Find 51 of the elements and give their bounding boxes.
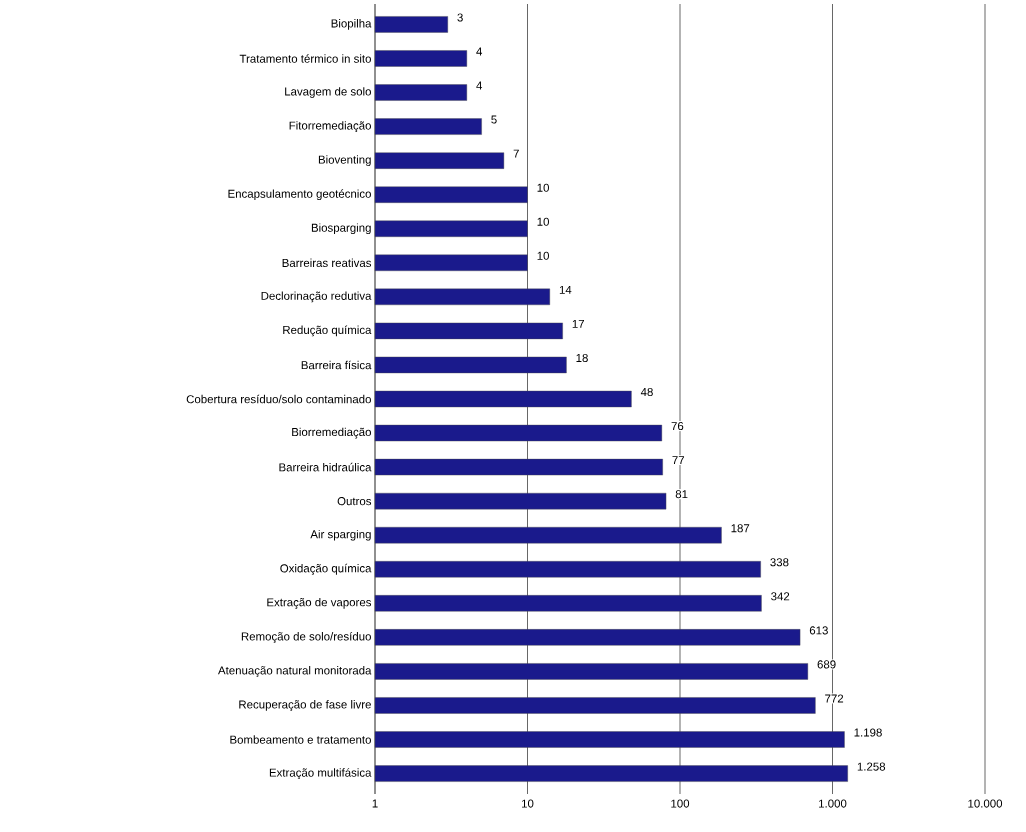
data-label: 10 [537, 183, 549, 192]
y-tick-label: Encapsulamento geotécnico [228, 189, 371, 201]
data-label: 81 [675, 490, 688, 499]
x-tick-label: 10.000 [968, 799, 1003, 808]
data-label: 17 [572, 319, 585, 328]
y-tick-label: Remoção de solo/resíduo [241, 631, 371, 643]
y-tick-label: Fitorremediação [289, 121, 371, 132]
data-label: 76 [671, 422, 684, 431]
data-label: 4 [476, 47, 483, 56]
y-tick-label: Biorremediação [292, 427, 371, 439]
data-label: 48 [640, 387, 653, 397]
data-label: 14 [559, 285, 572, 294]
y-tick-label: Tratamento térmico in sito [239, 54, 371, 63]
y-tick-label: Oxidação química [280, 563, 372, 575]
y-tick-label: Bombeamento e tratamento [230, 735, 371, 744]
x-tick-label: 1.000 [819, 799, 847, 808]
y-tick-label: Outros [337, 497, 372, 506]
x-tick-label: 10 [522, 799, 534, 808]
data-label: 338 [770, 558, 789, 567]
data-label: 5 [491, 115, 497, 124]
data-label: 7 [513, 149, 519, 158]
x-tick-label: 1 [372, 799, 378, 808]
x-tick-label: 100 [671, 799, 690, 808]
y-tick-label: Recuperação de fase livre [239, 700, 371, 711]
data-label: 613 [809, 626, 828, 635]
y-tick-label: Barreiras reativas [282, 258, 372, 267]
data-label: 187 [731, 524, 750, 533]
data-label: 77 [672, 456, 685, 465]
y-tick-label: Bioventing [318, 155, 371, 166]
y-tick-label: Biopilha [331, 19, 372, 30]
data-label: 342 [771, 592, 790, 601]
data-label: 1.198 [854, 728, 882, 737]
y-tick-label: Declorinação redutiva [261, 291, 372, 303]
y-tick-label: Extração multifásica [269, 768, 372, 779]
data-label: 10 [537, 251, 549, 260]
y-tick-label: Cobertura resíduo/solo contaminado [186, 394, 371, 404]
data-label: 4 [476, 81, 483, 90]
data-label: 689 [817, 660, 836, 669]
data-label: 772 [825, 694, 844, 703]
y-tick-label: Barreira hidraúlica [279, 462, 372, 472]
y-tick-label: Extração de vapores [267, 597, 372, 609]
data-label: 1.258 [857, 762, 886, 771]
data-label: 3 [457, 13, 463, 22]
y-tick-label: Biosparging [311, 223, 371, 235]
y-tick-label: Lavagem de solo [285, 87, 371, 98]
data-label: 18 [576, 353, 588, 363]
data-label: 10 [537, 217, 549, 226]
y-tick-label: Redução química [283, 325, 372, 337]
y-tick-label: Atenuação natural monitorada [217, 666, 372, 677]
y-tick-label: Air sparging [310, 529, 371, 541]
y-tick-label: Barreira física [301, 360, 372, 370]
